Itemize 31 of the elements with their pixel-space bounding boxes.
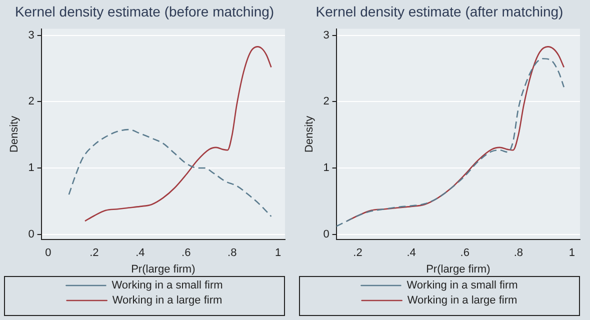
- chart-title: Kernel density estimate (after matching): [316, 3, 564, 20]
- x-tick-label: .8: [514, 247, 524, 260]
- x-tick-label: 1: [275, 247, 282, 260]
- y-tick-label: 2: [323, 96, 330, 108]
- legend-label: Working in a large firm: [407, 294, 518, 307]
- x-tick-label: .8: [228, 247, 237, 260]
- line-series: [84, 46, 272, 222]
- x-tick-label: .4: [406, 247, 416, 260]
- y-tick-label: 0: [323, 228, 330, 240]
- y-axis-title: Density: [8, 115, 21, 153]
- x-axis-title: Pr(large firm): [131, 263, 196, 276]
- legend-label: Working in a small firm: [112, 280, 223, 292]
- legend-label: Working in a small firm: [406, 280, 518, 292]
- x-tick-label: .4: [136, 247, 145, 260]
- y-tick-label: 3: [28, 29, 34, 42]
- y-tick-label: 1: [323, 162, 330, 174]
- y-tick-label: 1: [28, 162, 34, 174]
- x-tick-label: 1: [568, 247, 576, 260]
- x-tick-label: .6: [460, 247, 470, 260]
- x-tick-label: 0: [45, 247, 52, 260]
- y-tick-label: 2: [28, 96, 34, 108]
- legend-label: Working in a large firm: [112, 294, 222, 307]
- x-tick-label: .6: [182, 247, 191, 260]
- y-tick-label: 0: [28, 228, 34, 240]
- chart-title: Kernel density estimate (before matching): [14, 3, 274, 20]
- line-series: [68, 128, 272, 218]
- x-axis-title: Pr(large firm): [426, 263, 490, 276]
- y-tick-label: 3: [323, 29, 330, 42]
- y-axis-title: Density: [304, 115, 316, 153]
- x-tick-label: .2: [353, 247, 362, 260]
- x-tick-label: .2: [90, 247, 99, 260]
